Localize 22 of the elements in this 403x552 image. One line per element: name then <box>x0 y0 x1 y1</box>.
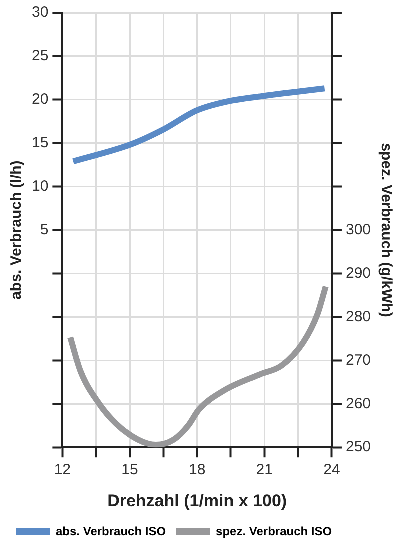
y-tick-label: 20 <box>32 91 49 108</box>
y-tick-label: 15 <box>32 134 49 152</box>
x-tick-label: 15 <box>122 462 138 479</box>
x-tick-label: 24 <box>324 462 340 479</box>
y-tick-label: 30 <box>32 4 49 22</box>
y2-tick-label: 300 <box>346 221 372 238</box>
x-axis-title: Drehzahl (1/min x 100) <box>108 491 288 510</box>
legend-label: abs. Verbrauch ISO <box>56 524 166 538</box>
y-axis-title: abs. Verbrauch (l/h) <box>8 160 26 300</box>
y2-axis-title: spez. Verbrauch (g/kWh) <box>378 143 395 318</box>
y2-tick-label: 250 <box>346 438 372 456</box>
y-tick-label: 25 <box>32 48 49 65</box>
y2-tick-label: 280 <box>346 308 372 326</box>
y-tick-label: 10 <box>32 178 49 195</box>
y2-tick-label: 260 <box>346 395 372 412</box>
y-tick-label: 5 <box>40 221 49 238</box>
x-tick-label: 18 <box>188 462 206 479</box>
y2-tick-label: 270 <box>346 352 372 369</box>
y2-tick-label: 290 <box>346 264 372 282</box>
legend-label: spez. Verbrauch ISO <box>216 524 332 538</box>
x-tick-label: 21 <box>256 462 273 479</box>
x-tick-label: 12 <box>54 462 72 479</box>
